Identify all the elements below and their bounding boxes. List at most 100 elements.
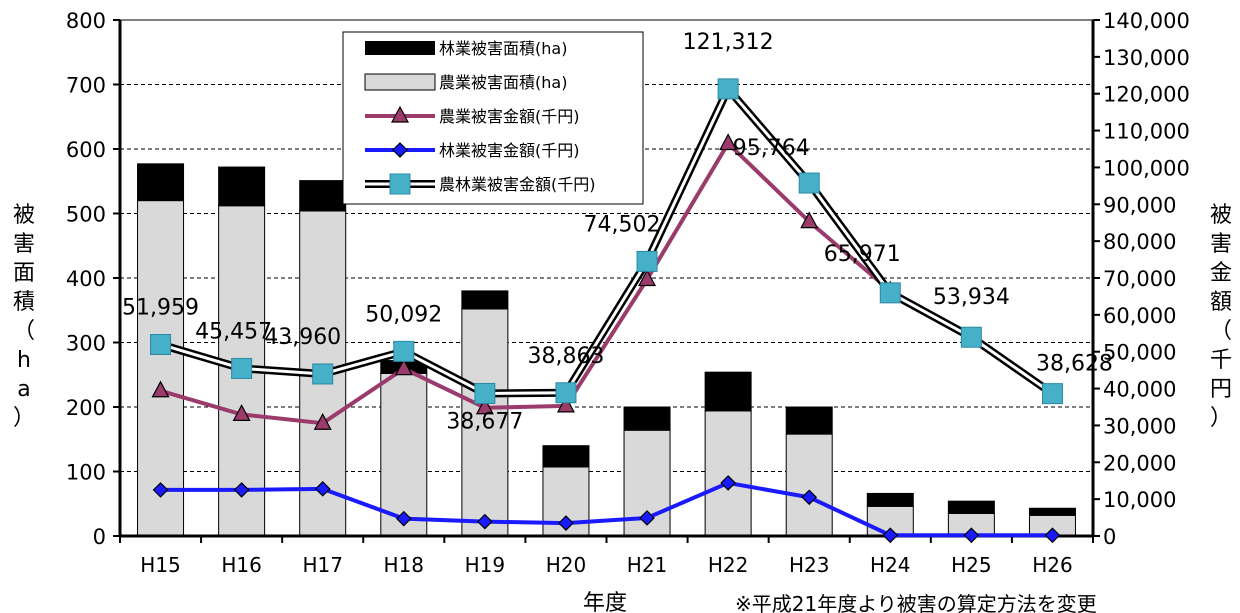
bar-forest-area [137, 163, 185, 202]
bar-forest-area [785, 406, 833, 435]
axis-title-char: 害 [13, 232, 35, 257]
axis-title-char: ） [13, 406, 35, 431]
axes: 0 100 200 300 400 500 600 700 800 0 10,000 20,000 30… [66, 9, 1190, 577]
right-tick-label: 70,000 [1103, 267, 1176, 291]
x-tick-label: H21 [627, 553, 668, 577]
marker-forest-amount [801, 489, 818, 506]
marker-forest-amount [720, 475, 736, 491]
left-axis-title: 被害面積 （ ha ） [13, 203, 35, 431]
x-tick-label: H15 [140, 553, 181, 577]
left-tick-label: 800 [66, 9, 106, 33]
marker-total-amount [393, 340, 415, 362]
legend: 林業被害面積(ha) 農業被害面積(ha) 農業被害金額(千円) 林業被害金額(千円)… [342, 31, 644, 205]
footnote: ※平成21年度より被害の算定方法を変更 [735, 592, 1097, 613]
bar-forest-area [218, 166, 266, 207]
marker-total-amount [231, 357, 253, 379]
legend-marker-agri-amount [391, 105, 409, 123]
axis-title-char: ） [1210, 406, 1232, 431]
legend-label: 林業被害面積(ha) [439, 39, 567, 58]
right-tick-label: 60,000 [1103, 304, 1176, 328]
marker-agri-amount [556, 395, 575, 413]
data-label-total: 43,960 [264, 325, 341, 350]
legend-label: 農林業被害金額(千円) [439, 175, 596, 194]
series-lines [150, 78, 1063, 544]
data-label-total: 121,312 [683, 30, 774, 55]
bar-forest-area [866, 492, 914, 507]
marker-forest-amount [639, 510, 655, 526]
marker-forest-amount [963, 527, 980, 544]
line-forest-amount [160, 480, 1053, 538]
right-tick-label: 0 [1103, 525, 1116, 549]
marker-forest-amount [558, 515, 574, 531]
axis-title-char: （ [1210, 319, 1232, 344]
legend-marker-total-amount [389, 173, 411, 195]
legend-label: 林業被害金額(千円) [439, 141, 580, 160]
data-label-total: 51,959 [122, 295, 199, 320]
right-tick-label: 140,000 [1103, 9, 1190, 33]
axis-title-char: 額 [1210, 290, 1232, 315]
x-tick-label: H19 [465, 553, 506, 577]
axis-title-char: 面 [13, 261, 35, 286]
axis-title-char: h [17, 348, 31, 373]
data-label-total: 65,971 [824, 242, 901, 267]
line-total-amount [160, 86, 1054, 395]
x-tick-label: H23 [789, 553, 830, 577]
marker-agri-amount [475, 397, 494, 415]
bars [137, 163, 1076, 537]
bar-forest-area [299, 180, 347, 212]
x-tick-label: H17 [302, 553, 343, 577]
bar-forest-area [542, 445, 590, 468]
right-tick-label: 80,000 [1103, 230, 1176, 254]
legend-label: 農業被害金額(千円) [439, 107, 580, 126]
bar-forest-area [1028, 507, 1076, 516]
right-tick-label: 100,000 [1103, 156, 1190, 180]
marker-agri-amount [313, 412, 332, 430]
marker-forest-amount [314, 480, 331, 497]
marker-total-amount [798, 172, 820, 194]
axis-title-char: 害 [1210, 232, 1232, 257]
left-tick-label: 200 [66, 396, 106, 420]
right-tick-label: 30,000 [1103, 414, 1176, 438]
axis-title-char: a [17, 377, 30, 402]
left-tick-label: 400 [66, 267, 106, 291]
data-label-total: 38,628 [1036, 352, 1113, 377]
x-tick-label: H26 [1032, 553, 1073, 577]
right-tick-label: 40,000 [1103, 378, 1176, 402]
data-label-total: 95,764 [733, 136, 810, 161]
data-label-total: 53,934 [933, 285, 1010, 310]
marker-total-amount [474, 382, 496, 404]
marker-total-amount [717, 78, 739, 100]
left-tick-label: 700 [66, 74, 106, 98]
x-tick-label: H22 [708, 553, 749, 577]
left-tick-label: 300 [66, 332, 106, 356]
axis-title-char: 被 [1210, 203, 1232, 228]
marker-forest-amount [1044, 527, 1061, 544]
left-tick-label: 600 [66, 138, 106, 162]
right-tick-label: 110,000 [1103, 120, 1190, 144]
marker-total-amount [555, 382, 577, 404]
data-label-total: 38,863 [527, 344, 604, 369]
marker-total-amount [960, 326, 982, 348]
left-tick-label: 0 [93, 525, 106, 549]
marker-forest-amount [477, 513, 493, 530]
right-tick-label: 10,000 [1103, 488, 1176, 512]
axis-title-char: 千 [1210, 348, 1232, 373]
left-tick-label: 500 [66, 203, 106, 227]
marker-agri-amount [151, 380, 170, 398]
x-tick-label: H16 [221, 553, 262, 577]
marker-forest-amount [882, 527, 899, 544]
bar-forest-area [947, 500, 995, 514]
data-label-total: 45,457 [195, 319, 272, 344]
legend-label: 農業被害面積(ha) [439, 73, 567, 92]
bar-agri-area [380, 372, 428, 537]
axis-title-char: （ [13, 319, 35, 344]
legend-swatch-forest-area [365, 41, 435, 55]
right-tick-label: 130,000 [1103, 46, 1190, 70]
x-tick-label: H24 [870, 553, 911, 577]
bar-forest-area [623, 406, 671, 431]
bar-forest-area [461, 290, 509, 310]
marker-agri-amount [394, 358, 413, 376]
marker-total-amount [636, 250, 658, 272]
